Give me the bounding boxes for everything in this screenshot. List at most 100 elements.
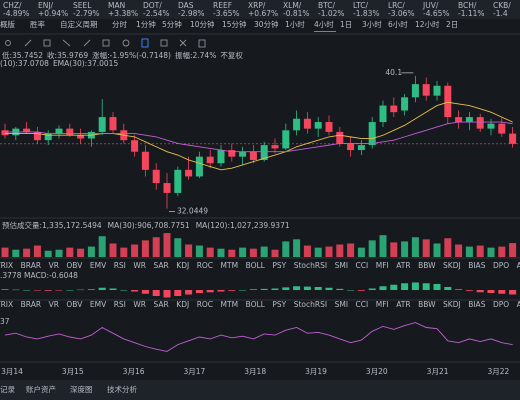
- indicator-tab[interactable]: RSI: [114, 300, 126, 309]
- ticker-symbol[interactable]: MAN: [108, 1, 125, 10]
- ticker-change[interactable]: +3.38%: [108, 9, 138, 18]
- indicator-tab[interactable]: ROC: [197, 300, 213, 309]
- ticker-symbol[interactable]: XRP/: [248, 1, 266, 10]
- tool-icon[interactable]: [198, 39, 206, 48]
- indicator-tab[interactable]: DPO: [493, 300, 509, 309]
- indicator-tab[interactable]: KDJ: [176, 300, 189, 309]
- ticker-symbol[interactable]: BTC/: [318, 1, 336, 10]
- indicator-tab[interactable]: VR: [49, 300, 59, 309]
- ticker-change[interactable]: -3.06%: [388, 9, 415, 18]
- indicator-tab[interactable]: SMI: [335, 261, 348, 270]
- indicator-tab[interactable]: SKDJ: [443, 261, 461, 270]
- ticker-symbol[interactable]: CHZ/: [3, 1, 22, 10]
- bottom-tab[interactable]: 记录: [0, 385, 15, 394]
- timeframe-tab[interactable]: 概版: [0, 19, 15, 29]
- indicator-tab[interactable]: KDJ: [176, 261, 189, 270]
- indicator-tab[interactable]: BBW: [418, 261, 436, 270]
- ticker-change[interactable]: -0.81%: [283, 9, 310, 18]
- indicator-tab[interactable]: EMV: [90, 300, 107, 309]
- indicator-tab[interactable]: SAR: [154, 261, 169, 270]
- ticker-symbol[interactable]: DAS: [178, 1, 194, 10]
- timeframe-tab[interactable]: 1分钟: [136, 19, 156, 29]
- tool-icon[interactable]: [43, 39, 51, 47]
- timeframe-tab[interactable]: 15分钟: [222, 19, 247, 29]
- tool-icon[interactable]: [122, 39, 130, 47]
- indicator-tab[interactable]: BOLL: [246, 300, 266, 309]
- indicator-tab[interactable]: MFI: [376, 300, 389, 309]
- ticker-symbol[interactable]: ENJ/: [38, 1, 54, 10]
- indicator-tab[interactable]: MTM: [221, 261, 239, 270]
- indicator-tab[interactable]: SMI: [335, 300, 348, 309]
- indicator-tab[interactable]: StochRSI: [294, 261, 327, 270]
- ticker-symbol[interactable]: DOT/: [143, 1, 162, 10]
- ticker-change[interactable]: -1.83%: [353, 9, 380, 18]
- ticker-change[interactable]: -1.4: [493, 9, 508, 18]
- ticker-change[interactable]: -3.65%: [213, 9, 240, 18]
- indicator-tab[interactable]: StochRSI: [294, 300, 327, 309]
- indicator-tab[interactable]: PSY: [272, 261, 286, 270]
- timeframe-tab[interactable]: 30分钟: [254, 19, 279, 29]
- indicator-tab[interactable]: CCI: [356, 300, 369, 309]
- ticker-change[interactable]: -2.54%: [143, 9, 170, 18]
- indicator-tab[interactable]: WR: [133, 300, 146, 309]
- indicator-tab[interactable]: BRAR: [21, 261, 41, 270]
- bottom-tab[interactable]: 账户资产: [26, 384, 56, 394]
- indicator-tab[interactable]: WR: [133, 261, 146, 270]
- timeframe-tab[interactable]: 4小时: [314, 19, 334, 29]
- indicator-tab[interactable]: ROC: [197, 261, 213, 270]
- indicator-tab[interactable]: RSI: [114, 261, 126, 270]
- ticker-change[interactable]: -4.89%: [3, 9, 30, 18]
- ticker-change[interactable]: +0.67%: [248, 9, 278, 18]
- indicator-tab[interactable]: SAR: [154, 300, 169, 309]
- timeframe-tab[interactable]: 3小时: [362, 19, 382, 29]
- ticker-symbol[interactable]: LTC/: [353, 1, 369, 10]
- indicator-tab[interactable]: TRIX: [0, 261, 13, 270]
- ticker-symbol[interactable]: SEEL: [73, 1, 92, 10]
- tool-icon[interactable]: [62, 39, 71, 47]
- timeframe-tab[interactable]: 自定义周期: [60, 19, 98, 29]
- ticker-symbol[interactable]: REEF: [213, 1, 232, 10]
- tool-icon[interactable]: [141, 38, 149, 48]
- tool-icon[interactable]: [102, 39, 110, 47]
- indicator-tab[interactable]: ATR: [396, 300, 410, 309]
- indicator-tab[interactable]: BRAR: [21, 300, 41, 309]
- bottom-tab[interactable]: 技术分析: [107, 384, 137, 394]
- indicator-tab[interactable]: AO: [517, 300, 520, 309]
- indicator-tab[interactable]: DPO: [493, 261, 509, 270]
- indicator-tab[interactable]: AO: [517, 261, 520, 270]
- indicator-tab[interactable]: OBV: [66, 300, 83, 309]
- indicator-tab[interactable]: EMV: [90, 261, 107, 270]
- timeframe-tab[interactable]: 1日: [340, 20, 352, 29]
- tool-icon[interactable]: [160, 39, 168, 47]
- ticker-symbol[interactable]: LRC/: [388, 1, 405, 10]
- indicator-tab[interactable]: TRIX: [0, 300, 13, 309]
- ticker-symbol[interactable]: BCH/: [458, 1, 477, 10]
- indicator-tab[interactable]: CCI: [356, 261, 369, 270]
- timeframe-tab[interactable]: 12小时: [415, 19, 440, 29]
- indicator-tab[interactable]: PSY: [272, 300, 286, 309]
- indicator-tab[interactable]: OBV: [66, 261, 83, 270]
- ticker-change[interactable]: -1.02%: [318, 9, 345, 18]
- ticker-change[interactable]: +0.94%: [38, 9, 68, 18]
- tool-icon[interactable]: [24, 39, 32, 47]
- indicator-tab[interactable]: SKDJ: [443, 300, 461, 309]
- indicator-tab[interactable]: MTM: [221, 300, 239, 309]
- timeframe-tab[interactable]: 1小时: [285, 19, 305, 29]
- indicator-tab[interactable]: VR: [49, 261, 59, 270]
- bottom-tab[interactable]: 深度图: [70, 384, 93, 394]
- ticker-change[interactable]: -2.79%: [73, 9, 100, 18]
- timeframe-tab[interactable]: 胜率: [30, 19, 45, 29]
- timeframe-tab[interactable]: 分时: [112, 19, 127, 29]
- tool-icon[interactable]: [5, 40, 11, 46]
- tool-icon[interactable]: [83, 39, 91, 47]
- indicator-tab[interactable]: BBW: [418, 300, 436, 309]
- indicator-tab[interactable]: ATR: [396, 261, 410, 270]
- ticker-symbol[interactable]: CKB/: [493, 1, 511, 10]
- indicator-tab[interactable]: BOLL: [246, 261, 266, 270]
- timeframe-tab[interactable]: 10分钟: [190, 19, 215, 29]
- indicator-tab[interactable]: MFI: [376, 261, 389, 270]
- indicator-tab[interactable]: BIAS: [468, 300, 485, 309]
- timeframe-tab[interactable]: 5分钟: [162, 19, 182, 29]
- ticker-change[interactable]: -2.98%: [178, 9, 205, 18]
- indicator-tab[interactable]: BIAS: [468, 261, 485, 270]
